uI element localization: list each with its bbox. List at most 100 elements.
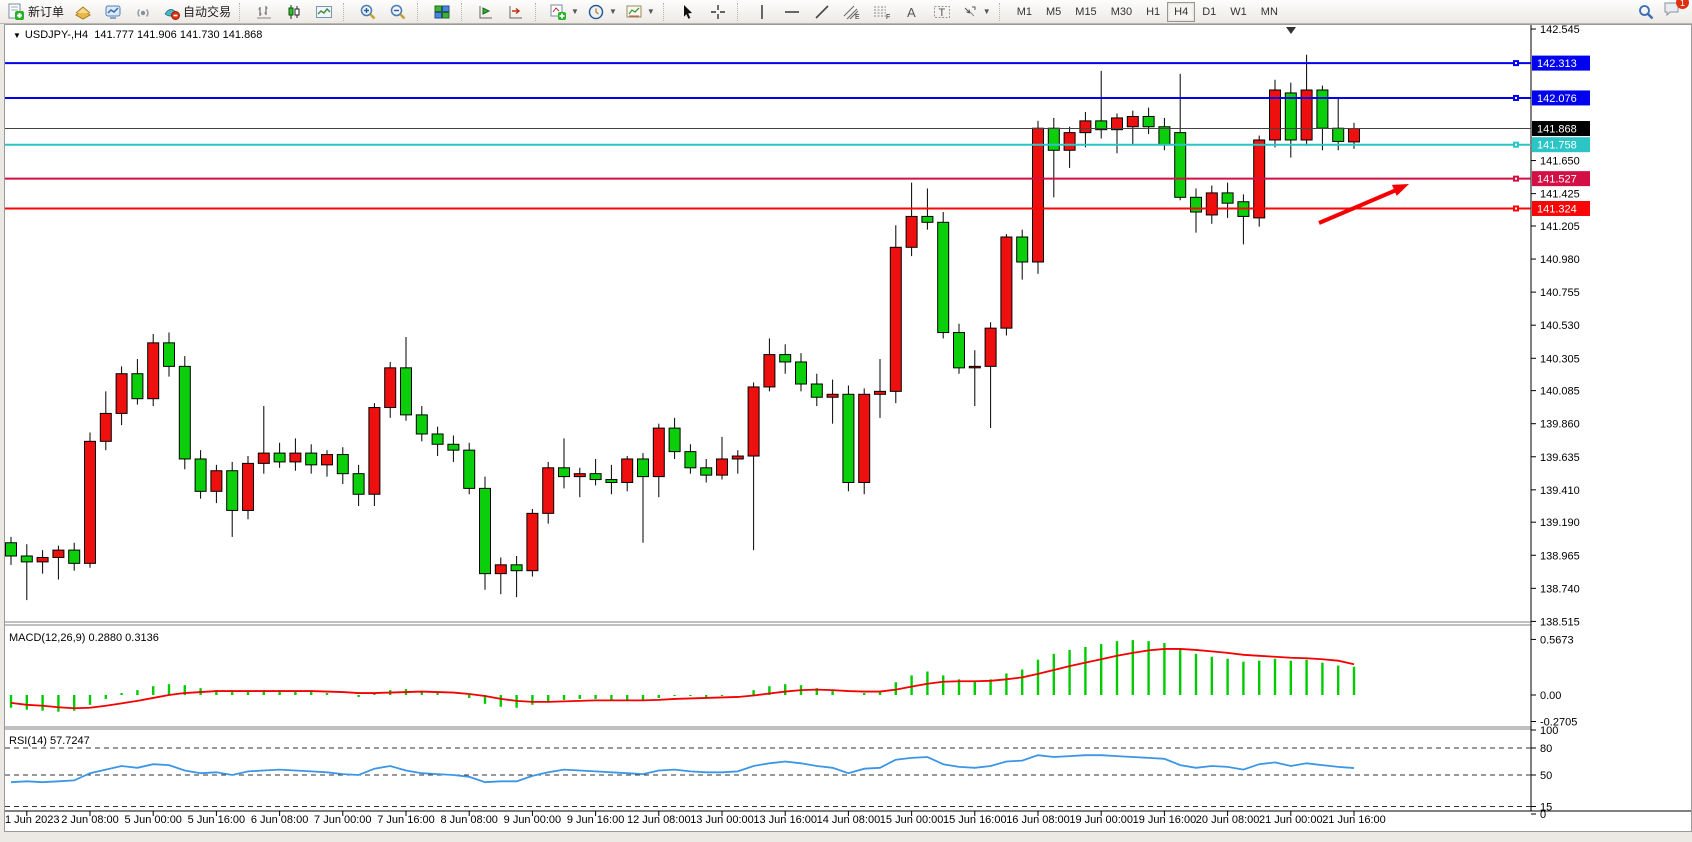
candle[interactable] [716,436,728,480]
candle[interactable] [131,359,144,405]
candle[interactable] [558,438,570,489]
candle[interactable] [431,426,444,457]
candlestick-chart-type-button[interactable] [280,1,308,23]
candle[interactable] [1000,234,1013,336]
text-button[interactable]: A [898,1,926,23]
timeframe-H4[interactable]: H4 [1167,1,1196,22]
indicators-button[interactable]: ▼ [546,1,582,23]
candle[interactable] [20,544,33,601]
candle[interactable] [1269,79,1281,148]
chart-shift-button[interactable] [502,1,530,23]
crosshair-button[interactable] [704,1,732,23]
candle[interactable] [779,344,792,374]
candle[interactable] [747,382,760,551]
candle[interactable] [1205,185,1218,224]
new-order-button[interactable]: 新订单 [4,1,67,23]
candle[interactable] [652,423,665,498]
candle[interactable] [36,550,49,574]
zoom-out-button[interactable] [384,1,412,23]
candle[interactable] [589,458,602,486]
candle[interactable] [1221,182,1234,218]
candle[interactable] [447,435,460,462]
candle[interactable] [1253,135,1266,227]
candle[interactable] [968,350,981,407]
candle[interactable] [1095,70,1108,139]
candle[interactable] [763,338,776,392]
candle[interactable] [1300,54,1313,146]
candle[interactable] [52,545,65,580]
candle[interactable] [68,542,81,571]
equidistant-channel-button[interactable]: E [838,1,866,23]
candle[interactable] [5,536,17,565]
candle[interactable] [242,456,254,520]
chart-shift-marker[interactable] [1286,27,1296,34]
tile-windows-button[interactable] [428,1,456,23]
candle[interactable] [99,391,112,451]
candle[interactable] [542,461,555,524]
candle[interactable] [336,447,349,484]
timeframe-M1[interactable]: M1 [1016,5,1032,18]
templates-button[interactable]: ▼ [622,1,658,23]
candle[interactable] [352,464,365,507]
candle[interactable] [984,322,997,429]
candle[interactable] [526,508,539,577]
candle[interactable] [210,464,223,504]
candle[interactable] [384,361,397,418]
candle[interactable] [510,555,523,598]
candle[interactable] [147,334,160,407]
candle[interactable] [858,388,871,495]
search-icon[interactable] [1637,3,1655,21]
candle[interactable] [305,444,318,474]
auto-scroll-button[interactable] [472,1,500,23]
candle[interactable] [874,359,886,418]
candle[interactable] [1126,110,1139,145]
candle[interactable] [621,456,634,492]
candle[interactable] [115,366,128,426]
horizontal-line-button[interactable] [778,1,806,23]
cursor-button[interactable] [674,1,702,23]
candle[interactable] [573,467,586,498]
chart-canvas[interactable]: 142.545 141.650 141.425 141.205 140.980 140.7… [5,25,1691,831]
candle[interactable] [1111,113,1123,154]
candle[interactable] [889,225,902,404]
candle[interactable] [257,406,270,474]
zoom-in-button[interactable] [354,1,382,23]
candle[interactable] [731,450,744,474]
candle[interactable] [668,417,681,459]
candle[interactable] [810,373,823,407]
vertical-line-button[interactable] [748,1,776,23]
candle[interactable] [795,353,807,392]
trendline-button[interactable] [808,1,836,23]
candle[interactable] [226,461,239,537]
candle[interactable] [905,182,918,257]
candle[interactable] [273,442,286,468]
candle[interactable] [1142,107,1155,135]
candle[interactable] [84,432,96,568]
bar-chart-type-button[interactable] [250,1,278,23]
candle[interactable] [463,442,476,495]
timeframe-M30[interactable]: M30 [1110,5,1133,18]
candle[interactable] [637,453,649,543]
auto-trading-button[interactable]: 自动交易 [159,1,234,23]
gold-chart-button[interactable] [69,1,97,23]
timeframe-MN[interactable]: MN [1260,5,1278,18]
candle[interactable] [494,557,507,595]
candle[interactable] [400,336,412,421]
candle[interactable] [684,444,697,474]
collapse-triangle-icon[interactable]: ▼ [13,31,21,40]
candle[interactable] [842,385,855,492]
candle[interactable] [700,458,713,483]
candle[interactable] [1016,229,1029,280]
timeframe-M5[interactable]: M5 [1046,5,1062,18]
chart-window[interactable]: 142.545 141.650 141.425 141.205 140.980 140.7… [4,24,1692,832]
notifications-button[interactable]: 1 [1663,0,1689,23]
candle[interactable] [368,403,381,507]
candle[interactable] [937,212,950,339]
candle[interactable] [605,464,618,495]
candle[interactable] [1190,188,1202,233]
trend-arrow[interactable] [1318,186,1402,225]
candle[interactable] [1063,126,1076,168]
candle[interactable] [178,356,191,470]
periods-button[interactable]: ▼ [584,1,620,23]
candle[interactable] [1079,112,1092,148]
